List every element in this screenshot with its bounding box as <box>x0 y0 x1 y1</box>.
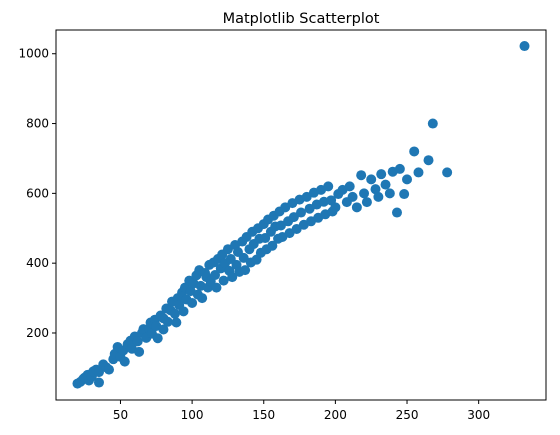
data-point <box>442 167 453 178</box>
data-point <box>413 167 424 178</box>
y-tick-label: 200 <box>26 326 49 340</box>
y-tick-label: 600 <box>26 186 49 200</box>
data-point <box>384 188 395 199</box>
data-point <box>361 197 372 208</box>
data-point <box>376 169 387 180</box>
data-point <box>240 265 251 276</box>
data-point <box>171 317 182 328</box>
x-tick-label: 100 <box>181 408 204 422</box>
data-point <box>347 191 358 202</box>
y-tick-label: 400 <box>26 256 49 270</box>
data-point <box>218 275 229 286</box>
data-point <box>356 170 367 181</box>
data-point <box>351 202 362 213</box>
data-point <box>373 191 384 202</box>
data-point <box>238 252 249 263</box>
x-tick-label: 200 <box>324 408 347 422</box>
data-point <box>323 181 334 192</box>
data-point <box>370 184 381 195</box>
data-point <box>119 356 130 367</box>
data-point <box>93 367 104 378</box>
data-point <box>391 207 402 218</box>
data-point <box>169 308 180 319</box>
data-point <box>409 146 420 157</box>
data-point <box>296 207 306 218</box>
data-point <box>402 174 413 185</box>
data-point <box>93 377 104 388</box>
data-point <box>187 297 198 308</box>
data-point <box>197 293 208 304</box>
data-point <box>399 189 410 200</box>
data-point <box>427 118 438 129</box>
data-point <box>132 336 143 347</box>
data-point <box>178 306 189 317</box>
y-tick-label: 800 <box>26 117 49 131</box>
axes-layer: 50 100 150 200 250 300 200 400 600 800 1000 <box>18 47 490 422</box>
x-tick-label: 50 <box>113 408 128 422</box>
y-tick-label: 1000 <box>18 47 49 61</box>
data-point <box>359 188 370 199</box>
data-point <box>158 324 169 335</box>
data-point <box>344 181 355 192</box>
plot-frame <box>55 29 547 401</box>
data-point <box>366 174 377 185</box>
data-point <box>288 212 299 223</box>
data-point <box>152 333 163 344</box>
data-point <box>162 316 173 327</box>
data-point <box>423 155 434 166</box>
data-point <box>104 364 115 375</box>
data-point <box>394 163 405 174</box>
data-point <box>267 240 278 251</box>
points-layer <box>72 41 530 389</box>
data-point <box>519 41 530 52</box>
x-tick-label: 300 <box>467 408 490 422</box>
data-point <box>330 202 341 213</box>
chart-title: Matplotlib Scatterplot <box>223 11 380 27</box>
data-point <box>210 270 221 281</box>
data-point <box>380 179 391 190</box>
data-point <box>211 282 222 293</box>
x-tick-label: 250 <box>396 408 419 422</box>
data-point <box>227 272 238 283</box>
data-point <box>134 346 145 357</box>
x-tick-label: 150 <box>252 408 275 422</box>
